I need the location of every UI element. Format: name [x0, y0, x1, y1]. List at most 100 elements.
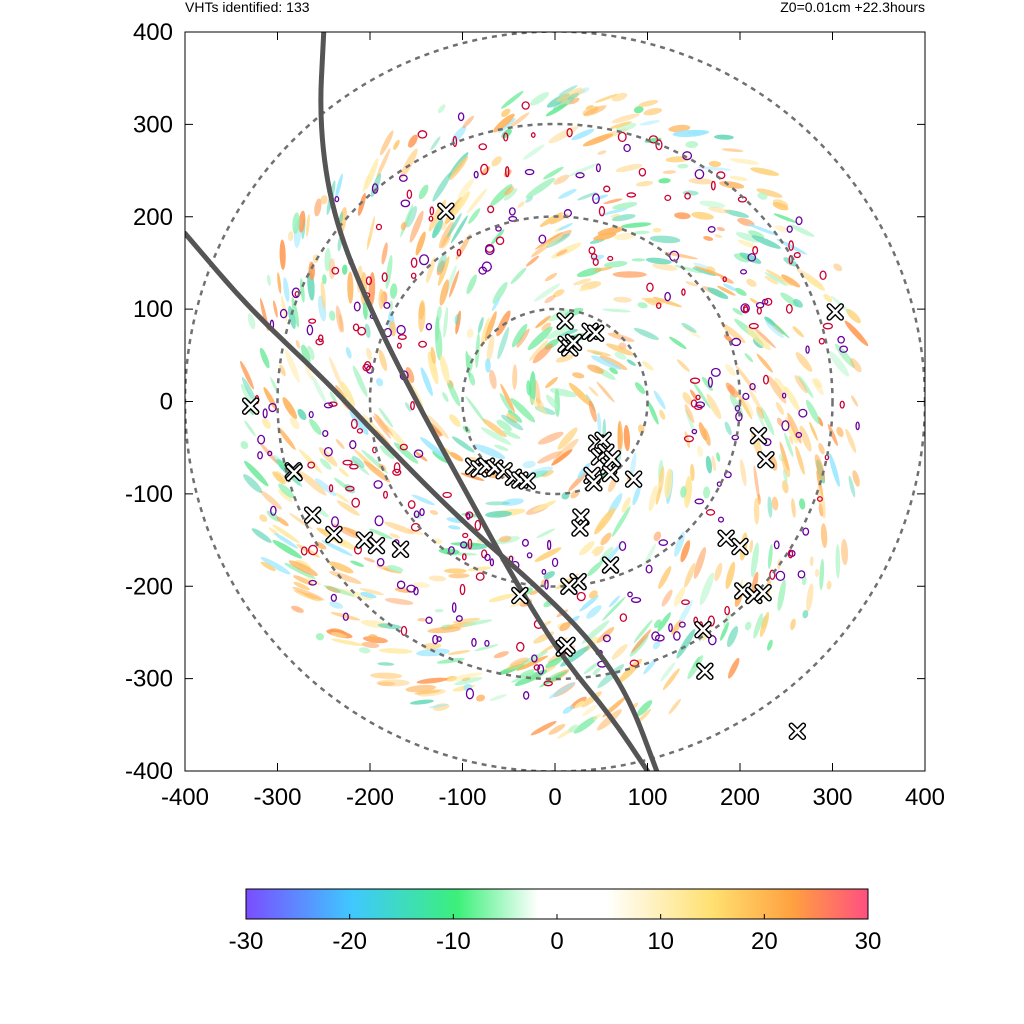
field-streak — [682, 392, 693, 405]
field-streak — [400, 221, 407, 231]
field-streak — [662, 170, 677, 174]
contour-loop — [786, 225, 793, 233]
contour-loop — [531, 654, 538, 663]
contour-loop — [373, 480, 383, 489]
field-streak — [448, 525, 461, 530]
field-streak — [498, 535, 512, 543]
field-streak — [509, 657, 529, 668]
field-streak — [567, 92, 580, 100]
contour-loop — [397, 334, 407, 340]
field-streak — [790, 224, 815, 237]
y-tick-label: -400 — [125, 758, 173, 785]
field-streak — [351, 456, 365, 468]
field-streak — [534, 547, 562, 562]
field-streak — [543, 571, 555, 580]
vht-marker — [560, 577, 578, 595]
contour-loop — [495, 226, 502, 232]
field-streak — [781, 274, 801, 288]
contour-loop — [322, 429, 329, 438]
vht-marker — [717, 529, 735, 547]
field-streak — [603, 198, 623, 205]
field-streak — [729, 175, 748, 181]
field-streak — [809, 556, 814, 567]
range-ring — [276, 122, 834, 681]
field-streak — [273, 300, 278, 318]
field-streak — [727, 384, 738, 398]
contour-loop — [419, 254, 430, 266]
field-streak — [306, 213, 310, 237]
contour-loop — [516, 641, 525, 652]
vht-marker — [757, 450, 775, 469]
colorbar-tick-label: 10 — [647, 928, 674, 955]
contour-loop — [526, 552, 533, 559]
field-streak — [844, 320, 869, 347]
field-streak — [782, 480, 789, 494]
field-streak — [530, 92, 549, 106]
contour-loop — [795, 216, 803, 226]
field-streak — [744, 353, 754, 363]
field-streak — [753, 497, 760, 525]
field-streak — [553, 174, 570, 185]
field-streak — [503, 188, 518, 201]
storm-track — [185, 230, 660, 771]
contour-loop — [731, 337, 742, 347]
field-streak — [611, 214, 636, 222]
contour-loop — [797, 570, 806, 579]
field-streak — [466, 328, 474, 339]
vht-marker — [696, 662, 714, 680]
contour-loop — [363, 361, 372, 371]
field-streak — [658, 466, 665, 495]
field-streak — [573, 716, 598, 734]
field-streak — [244, 460, 269, 487]
contour-loop — [262, 408, 268, 419]
field-streak — [545, 394, 558, 410]
field-streak — [548, 723, 566, 735]
field-streak — [649, 235, 681, 244]
field-streak — [739, 252, 762, 264]
contour-loop — [607, 255, 614, 262]
colorbar-tick-label: 20 — [751, 928, 778, 955]
field-streak — [534, 231, 563, 250]
field-streak — [301, 344, 311, 365]
field-streak — [548, 682, 576, 699]
field-streak — [510, 398, 536, 423]
field-streak — [293, 590, 317, 600]
field-streak — [329, 571, 362, 585]
field-streak — [488, 593, 515, 603]
field-streak — [273, 532, 299, 549]
field-streak — [737, 239, 758, 249]
contour-loop — [654, 634, 665, 642]
field-streak — [520, 651, 548, 665]
field-streak — [437, 256, 450, 286]
field-streak — [545, 324, 576, 340]
field-streak — [688, 178, 714, 185]
field-streak — [490, 229, 505, 245]
field-streak — [614, 352, 627, 360]
field-streak — [363, 460, 391, 483]
field-streak — [421, 642, 442, 650]
vht-marker-fill — [572, 520, 588, 536]
field-streak — [706, 393, 722, 420]
field-streak — [501, 90, 524, 109]
vht-marker — [564, 333, 583, 352]
contour-loop — [598, 206, 606, 217]
field-streak — [376, 378, 384, 387]
field-streak — [612, 202, 638, 210]
contour-loop — [342, 459, 353, 466]
contour-loop — [353, 301, 361, 312]
field-streak — [643, 543, 657, 567]
field-streak — [338, 314, 344, 333]
field-streak — [493, 651, 509, 659]
field-streak — [428, 703, 449, 709]
field-streak — [716, 226, 725, 232]
field-streak — [501, 108, 511, 118]
field-streak — [697, 166, 732, 171]
contour-loop — [651, 631, 660, 642]
field-streak — [370, 672, 403, 679]
field-streak — [499, 393, 513, 413]
field-streak — [657, 612, 671, 632]
field-streak — [805, 275, 826, 291]
contour-loop — [595, 163, 601, 173]
field-streak — [436, 260, 445, 276]
contour-loop — [396, 342, 402, 349]
